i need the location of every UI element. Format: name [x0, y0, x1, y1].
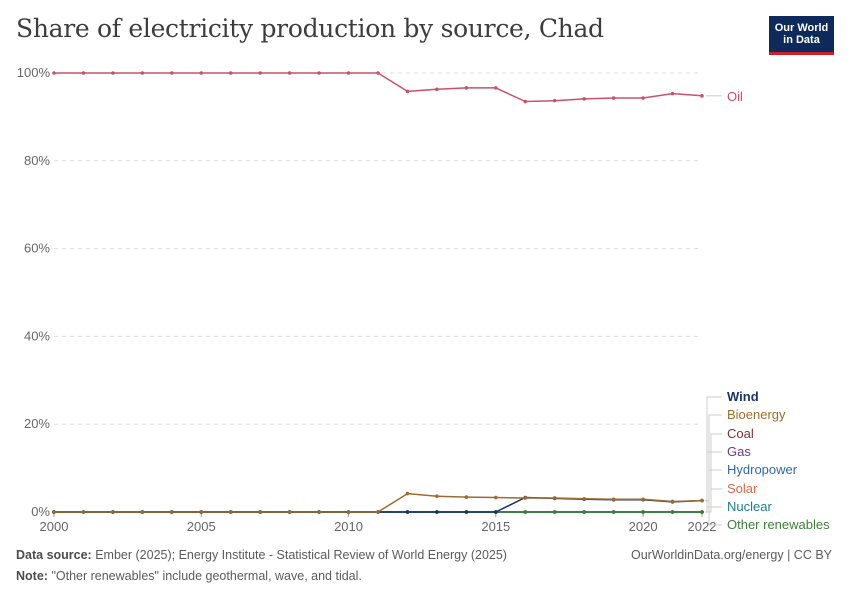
data-point [346, 71, 351, 75]
data-point [494, 510, 498, 514]
logo-line-1: Our World [774, 22, 829, 34]
legend-connector [705, 396, 722, 502]
legend-connector [705, 506, 722, 513]
data-point [464, 495, 469, 499]
data-point [405, 89, 410, 94]
x-tick-label: 2022 [688, 519, 717, 534]
data-point [494, 495, 498, 500]
data-point [494, 86, 498, 90]
data-point [582, 97, 586, 101]
data-point [464, 510, 469, 514]
legend-label: Nuclear [727, 499, 772, 514]
y-tick-label: 40% [24, 328, 50, 343]
data-point [287, 510, 292, 514]
data-point [170, 71, 174, 75]
data-point [52, 510, 56, 514]
data-point [435, 510, 439, 514]
legend-label: Solar [727, 481, 758, 496]
data-point [670, 510, 675, 514]
x-tick-label: 2000 [40, 519, 69, 534]
note-text: "Other renewables" include geothermal, w… [51, 569, 362, 583]
logo-line-2: in Data [783, 34, 820, 46]
data-point [376, 510, 380, 514]
legend-connector [705, 511, 722, 526]
legend-label: Gas [727, 444, 751, 459]
y-tick-label: 0% [31, 504, 50, 519]
data-point [464, 86, 469, 90]
data-point [170, 510, 174, 514]
data-point [641, 497, 645, 502]
data-point [523, 510, 528, 514]
data-point [287, 71, 292, 75]
data-point [199, 510, 204, 514]
data-point [552, 496, 557, 500]
chart-note: Note: "Other renewables" include geother… [16, 569, 362, 583]
data-point [228, 71, 233, 75]
legend-label: Other renewables [727, 517, 830, 532]
data-point [670, 91, 675, 96]
data-point [523, 496, 528, 500]
legend-label: Wind [727, 389, 759, 404]
data-source-label: Data source: [16, 548, 92, 562]
data-point [552, 98, 557, 103]
data-point [641, 510, 645, 514]
data-point [611, 96, 616, 100]
x-tick-label: 2015 [481, 519, 510, 534]
data-point [81, 510, 86, 514]
data-point [670, 499, 675, 504]
data-point [111, 510, 115, 514]
y-tick-label: 20% [24, 416, 50, 431]
y-tick-label: 60% [24, 241, 50, 256]
data-point [582, 497, 586, 501]
data-source-text[interactable]: Ember (2025); Energy Institute - Statist… [95, 548, 507, 562]
x-tick-label: 2020 [629, 519, 658, 534]
legend-label: Bioenergy [727, 407, 786, 422]
data-point [317, 510, 321, 514]
data-point [258, 510, 262, 514]
y-tick-label: 80% [24, 153, 50, 168]
data-point [582, 510, 586, 514]
data-point [376, 71, 380, 75]
data-point [700, 498, 704, 503]
data-point [641, 96, 645, 100]
legend-connector [705, 414, 722, 502]
owid-logo[interactable]: Our World in Data [769, 16, 834, 55]
series-line-bioenergy [54, 492, 703, 513]
line-chart: 0% 20% 40% 60% 80% 100% 2000 2005 2010 2015 2020 20… [17, 65, 830, 534]
data-point [111, 71, 115, 75]
data-point [435, 494, 439, 498]
source-url[interactable]: OurWorldinData.org/energy | CC BY [630, 548, 832, 562]
data-point [700, 510, 704, 514]
legend-label: Hydropower [727, 462, 798, 477]
data-point [700, 94, 704, 98]
data-point [140, 71, 145, 75]
data-point [346, 510, 351, 514]
data-point [552, 510, 557, 514]
data-point [228, 510, 233, 514]
legend-connector [705, 451, 722, 513]
data-point [199, 71, 204, 75]
data-point [52, 71, 56, 75]
series-line-oil [54, 72, 703, 103]
data-point [611, 497, 616, 502]
y-tick-label: 100% [17, 65, 51, 80]
data-point [611, 510, 616, 514]
x-tick-label: 2010 [334, 519, 363, 534]
x-tick-label: 2005 [187, 519, 216, 534]
legend-label: Coal [727, 426, 754, 441]
data-point [81, 71, 86, 75]
data-point [317, 71, 321, 75]
note-label: Note: [16, 569, 48, 583]
chart-title: Share of electricity production by sourc… [16, 14, 604, 43]
data-point [523, 99, 528, 104]
legend-connector [705, 469, 722, 513]
data-point [405, 491, 410, 496]
data-point [435, 87, 439, 92]
data-point [258, 71, 262, 75]
data-source: Data source: Ember (2025); Energy Instit… [16, 548, 507, 562]
legend-label: Oil [727, 89, 743, 104]
data-point [140, 510, 145, 514]
data-point [405, 510, 410, 514]
